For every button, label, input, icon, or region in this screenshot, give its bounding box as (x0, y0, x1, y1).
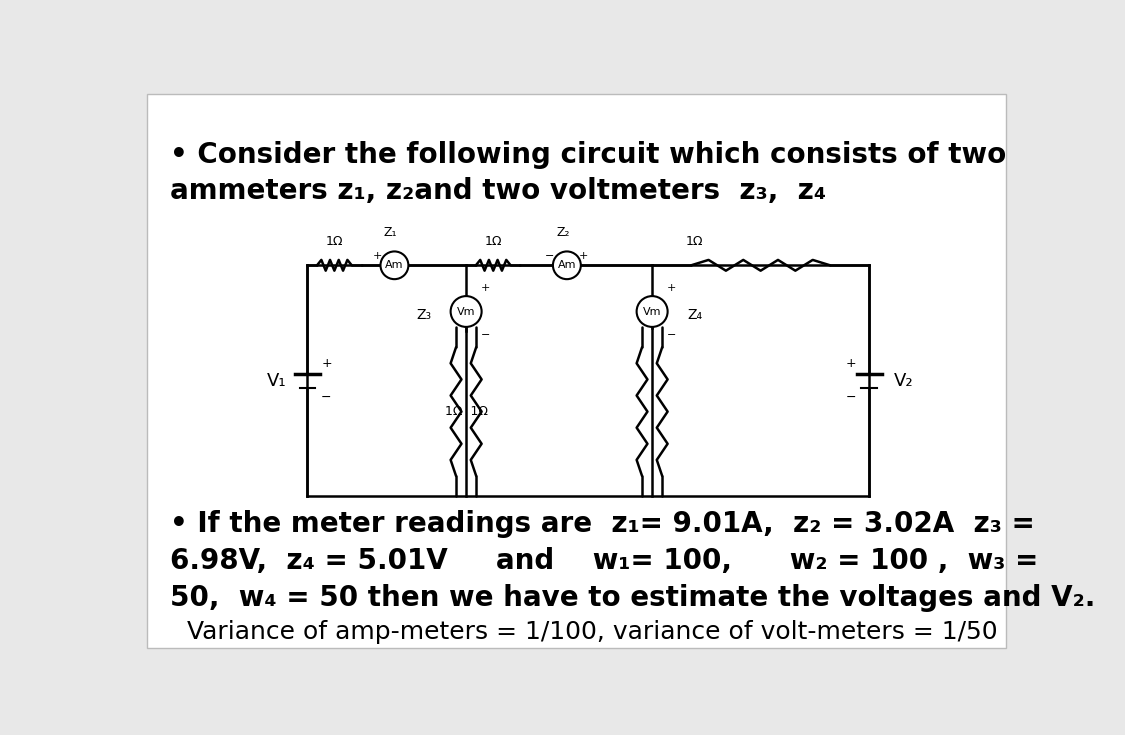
Text: Am: Am (385, 260, 404, 270)
Text: 1Ω: 1Ω (485, 235, 502, 248)
Text: −: − (546, 251, 555, 262)
Text: 6.98V,  z₄ = 5.01V     and    w₁= 100,      w₂ = 100 ,  w₃ =: 6.98V, z₄ = 5.01V and w₁= 100, w₂ = 100 … (170, 547, 1038, 575)
Text: −: − (322, 391, 332, 404)
Text: −: − (846, 391, 856, 404)
Text: +: + (579, 251, 588, 262)
Text: +: + (372, 251, 382, 262)
Text: Variance of amp-meters = 1/100, variance of volt-meters = 1/50: Variance of amp-meters = 1/100, variance… (187, 620, 998, 644)
Text: ammeters z₁, z₂and two voltmeters  z₃,  z₄: ammeters z₁, z₂and two voltmeters z₃, z₄ (170, 176, 826, 205)
Text: 1Ω: 1Ω (325, 235, 343, 248)
Text: +: + (667, 284, 676, 293)
Text: +: + (846, 357, 856, 370)
FancyBboxPatch shape (147, 94, 1006, 648)
Text: • If the meter readings are  z₁= 9.01A,  z₂ = 3.02A  z₃ =: • If the meter readings are z₁= 9.01A, z… (170, 510, 1035, 538)
Text: Z₂: Z₂ (556, 226, 569, 239)
Circle shape (380, 251, 408, 279)
Circle shape (552, 251, 580, 279)
Text: +: + (322, 357, 332, 370)
Text: V₁: V₁ (267, 372, 286, 390)
Text: 50,  w₄ = 50 then we have to estimate the voltages and V₂.: 50, w₄ = 50 then we have to estimate the… (170, 584, 1096, 612)
Text: Vm: Vm (457, 306, 476, 317)
Text: Am: Am (558, 260, 576, 270)
Circle shape (637, 296, 667, 327)
Text: Vm: Vm (642, 306, 662, 317)
Text: • Consider the following circuit which consists of two: • Consider the following circuit which c… (170, 140, 1007, 168)
Text: Z₃: Z₃ (416, 309, 431, 323)
Text: −: − (480, 329, 490, 340)
Circle shape (451, 296, 481, 327)
Text: Z₄: Z₄ (687, 309, 702, 323)
Text: +: + (480, 284, 490, 293)
Text: V₂: V₂ (894, 372, 914, 390)
Text: 1Ω: 1Ω (686, 235, 703, 248)
Text: Z₁: Z₁ (384, 226, 397, 239)
Text: 1Ω  1Ω: 1Ω 1Ω (444, 405, 487, 418)
Text: −: − (667, 329, 676, 340)
